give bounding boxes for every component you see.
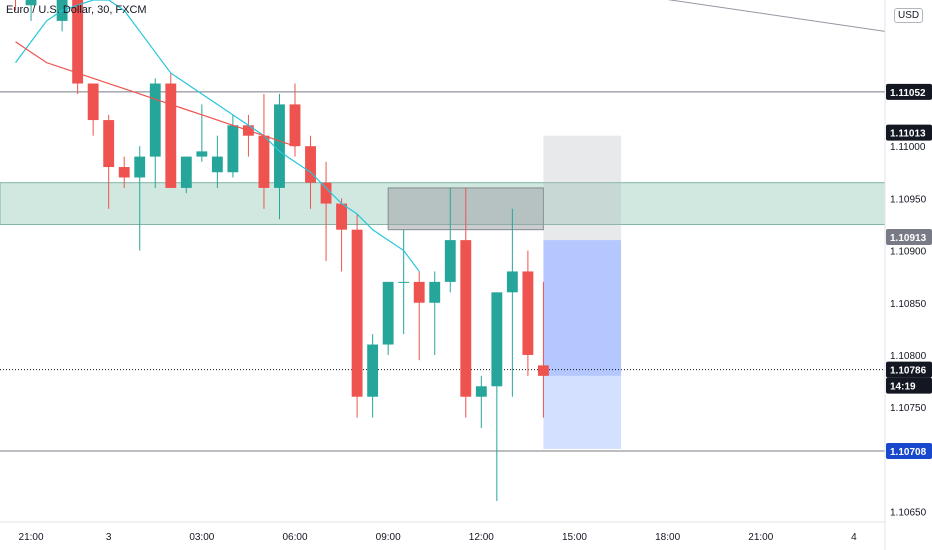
price-marker-label: 1.11013 bbox=[890, 129, 926, 140]
candle-body-6[interactable] bbox=[103, 120, 115, 168]
x-tick-label: 3 bbox=[106, 532, 112, 543]
zone-target-extension-4[interactable] bbox=[543, 375, 622, 449]
candle-body-16[interactable] bbox=[258, 135, 270, 188]
candle-body-34[interactable] bbox=[537, 365, 549, 376]
candle-body-11[interactable] bbox=[180, 156, 192, 188]
candle-body-17[interactable] bbox=[274, 104, 285, 188]
x-tick-label: 15:00 bbox=[562, 532, 587, 543]
x-tick-label: 21:00 bbox=[19, 532, 44, 543]
y-tick-label: 1.10950 bbox=[890, 194, 927, 205]
price-marker-label: 1.10913 bbox=[890, 233, 927, 244]
y-tick-label: 1.10900 bbox=[890, 247, 927, 258]
trend-line[interactable] bbox=[637, 0, 886, 32]
candle-body-24[interactable] bbox=[382, 281, 394, 345]
countdown-bg bbox=[886, 377, 932, 394]
candle-body-18[interactable] bbox=[289, 104, 301, 147]
x-tick-label: 21:00 bbox=[748, 532, 773, 543]
x-tick-label: 18:00 bbox=[655, 532, 680, 543]
y-tick-label: 1.10850 bbox=[890, 299, 927, 310]
x-tick-label: 06:00 bbox=[282, 532, 307, 543]
candle-body-9[interactable] bbox=[149, 83, 161, 157]
zone-target-3[interactable] bbox=[543, 240, 622, 376]
y-tick-label: 1.10800 bbox=[890, 351, 927, 362]
currency-badge[interactable]: USD bbox=[894, 8, 924, 23]
candle-body-10[interactable] bbox=[165, 83, 177, 188]
candle-body-22[interactable] bbox=[351, 229, 363, 397]
lines-layer bbox=[0, 0, 886, 452]
moving-average-1[interactable] bbox=[15, 41, 296, 147]
x-tick-label: 09:00 bbox=[376, 532, 401, 543]
candle-body-28[interactable] bbox=[444, 240, 456, 282]
price-marker-label: 1.10786 bbox=[890, 366, 927, 377]
candle-body-19[interactable] bbox=[305, 146, 316, 183]
chart-title: Euro / U.S. Dollar, 30, FXCM bbox=[6, 4, 147, 16]
candle-body-13[interactable] bbox=[211, 156, 223, 173]
price-marker-label: 1.10708 bbox=[890, 447, 927, 458]
candle-body-26[interactable] bbox=[413, 281, 425, 303]
candles-layer bbox=[15, 0, 549, 502]
candle-body-30[interactable] bbox=[475, 386, 487, 397]
candle-body-25[interactable] bbox=[398, 281, 410, 283]
candle-body-12[interactable] bbox=[196, 151, 208, 157]
y-tick-label: 1.10750 bbox=[890, 403, 927, 414]
x-tick-label: 03:00 bbox=[189, 532, 214, 543]
price-marker-bg[interactable] bbox=[886, 361, 932, 378]
zones-layer bbox=[0, 135, 886, 449]
candle-body-29[interactable] bbox=[460, 240, 472, 397]
candle-body-23[interactable] bbox=[367, 344, 379, 397]
price-marker-bg[interactable] bbox=[886, 83, 932, 100]
price-marker-label: 1.11052 bbox=[890, 88, 926, 99]
candle-body-20[interactable] bbox=[320, 182, 332, 204]
candle-body-4[interactable] bbox=[72, 0, 84, 84]
x-tick-label: 12:00 bbox=[469, 532, 494, 543]
candle-body-32[interactable] bbox=[506, 271, 518, 293]
candle-body-31[interactable] bbox=[491, 292, 503, 387]
candle-body-5[interactable] bbox=[87, 83, 99, 121]
y-tick-label: 1.10650 bbox=[890, 508, 927, 519]
price-marker-bg[interactable] bbox=[886, 124, 932, 141]
candle-body-7[interactable] bbox=[118, 167, 130, 178]
price-marker-bg[interactable] bbox=[886, 228, 932, 245]
price-markers-layer: 1.11052 1.11013 1.10913 1.10786 1.10708 14:19 bbox=[886, 83, 932, 460]
candle-body-14[interactable] bbox=[227, 125, 239, 173]
moving-average-0[interactable] bbox=[15, 0, 420, 272]
candle-body-33[interactable] bbox=[522, 271, 534, 355]
zone-stop-loss-2[interactable] bbox=[543, 135, 622, 241]
y-tick-label: 1.11000 bbox=[890, 142, 926, 153]
x-tick-label: 4 bbox=[851, 532, 857, 543]
candle-body-21[interactable] bbox=[336, 203, 348, 230]
candle-body-27[interactable] bbox=[429, 281, 441, 303]
countdown-label: 14:19 bbox=[890, 382, 916, 393]
candle-body-1[interactable] bbox=[25, 0, 37, 6]
price-marker-bg[interactable] bbox=[886, 443, 932, 460]
candle-body-8[interactable] bbox=[134, 156, 146, 178]
moving-averages-layer bbox=[15, 0, 420, 272]
